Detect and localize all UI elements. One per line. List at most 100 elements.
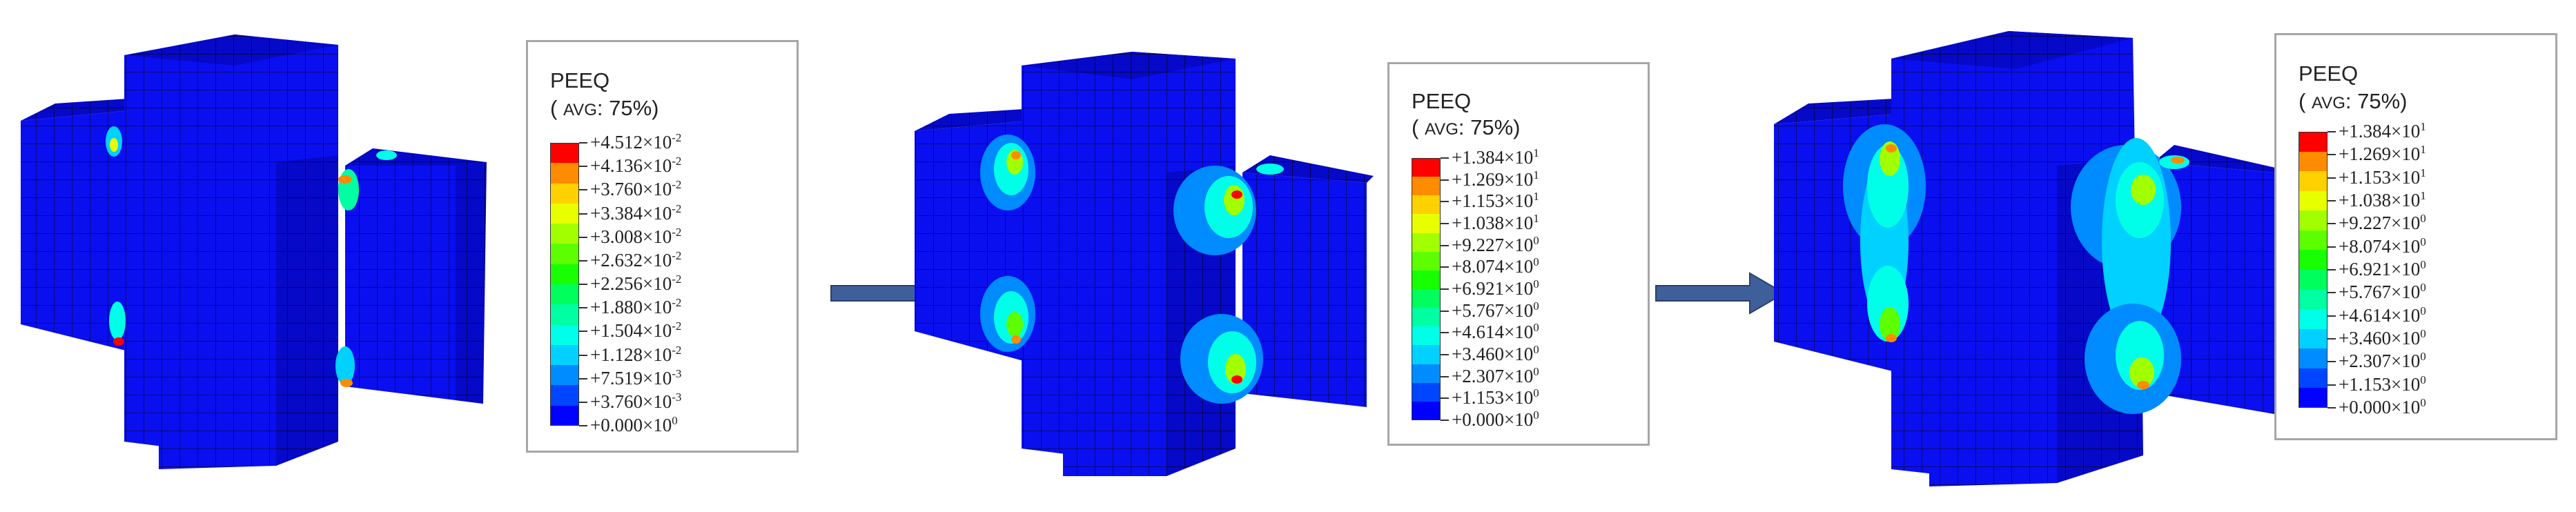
legend-swatch (1412, 270, 1441, 289)
legend-swatch (2299, 190, 2328, 211)
legend-swatch (550, 203, 579, 224)
legend-swatch (550, 304, 579, 325)
legend-scale: +4.512×10-2 +4.136×10-2 +3.760×10-2 +3.384×… (550, 132, 785, 435)
legend-tick-label: +2.307×100 (2339, 350, 2426, 372)
legend-tick-label: +1.153×101 (1452, 190, 1539, 212)
legend-tick-label: +6.921×100 (1452, 277, 1539, 299)
legend-swatch (550, 284, 579, 305)
legend-tick-mark (579, 213, 587, 215)
legend-tick-mark (579, 284, 587, 285)
legend-tick-mark (1441, 244, 1449, 246)
legend-tick-mark (579, 189, 587, 191)
legend-avg-label: ( AVG: 75%) (1412, 115, 1521, 139)
legend-swatch (2299, 289, 2328, 310)
legend-tick-label: +9.227×100 (1452, 233, 1539, 255)
legend-tick-mark (2328, 131, 2336, 132)
legend-stage-1: PEEQ ( AVG: 75%) +4.512×10-2 +4.136×10-2 +… (526, 40, 799, 453)
legend-tick-mark (1441, 157, 1449, 159)
legend-tick-mark (2328, 223, 2336, 225)
legend-swatch (1412, 289, 1441, 308)
legend-title: PEEQ (550, 68, 610, 92)
legend-swatch (1412, 382, 1441, 402)
legend-tick-label: +3.384×10-2 (590, 201, 682, 224)
legend-tick-label: +9.227×100 (2339, 212, 2426, 234)
legend-tick-label: +3.008×10-2 (590, 225, 682, 247)
legend-tick-label: +1.880×10-2 (590, 296, 682, 318)
arrow-right-icon (1653, 269, 1791, 317)
legend-swatch (2299, 132, 2328, 152)
legend-swatch (550, 143, 579, 164)
legend-tick-label: +3.760×10-3 (590, 390, 682, 412)
legend-tick-mark (579, 354, 587, 356)
legend-tick-mark (2328, 407, 2336, 408)
legend-swatch (550, 183, 579, 204)
legend-avg-label: ( AVG: 75%) (550, 96, 659, 120)
legend-tick-label: +3.460×100 (1452, 343, 1539, 364)
legend-swatch (1412, 214, 1441, 233)
legend-tick-label: +1.038×101 (2339, 189, 2426, 210)
legend-tick-mark (1441, 266, 1449, 268)
legend-tick-label: +4.614×100 (2339, 304, 2426, 326)
legend-swatch (550, 344, 579, 366)
legend-tick-label: +4.512×10-2 (590, 131, 682, 152)
legend-swatch (1412, 401, 1441, 420)
legend-tick-mark (2328, 269, 2336, 270)
legend-tick-label: +1.153×100 (1452, 386, 1539, 408)
legend-scale: +1.384×101 +1.269×101 +1.153×101 +1.038×101… (1412, 147, 1639, 430)
legend-tick-label: +4.136×10-2 (590, 155, 682, 177)
legend-swatch (1412, 251, 1441, 270)
legend-tick-mark (2328, 292, 2336, 294)
legend-tick-label: +1.128×10-2 (590, 343, 682, 365)
legend-tick-label: +0.000×100 (2339, 396, 2426, 417)
legend-tick-label: +0.000×100 (590, 414, 678, 435)
legend-swatch (1412, 364, 1441, 383)
legend-tick-label: +5.767×100 (2339, 281, 2426, 303)
legend-stage-2: PEEQ ( AVG: 75%) +1.384×101 +1.269×101 +1.… (1387, 62, 1650, 446)
legend-tick-mark (2328, 200, 2336, 201)
legend-tick-label: +1.153×100 (2339, 373, 2426, 395)
legend-tick-label: +7.519×10-3 (590, 366, 682, 388)
legend-swatch (550, 405, 579, 426)
legend-swatch (1412, 326, 1441, 346)
legend-tick-label: +3.460×100 (2339, 327, 2426, 348)
legend-swatch (2299, 348, 2328, 368)
legend-tick-mark (1441, 201, 1449, 203)
legend-tick-mark (2328, 361, 2336, 363)
legend-tick-mark (1441, 397, 1449, 400)
legend-swatch (2299, 328, 2328, 349)
legend-tick-mark (2328, 177, 2336, 179)
legend-tick-mark (1441, 288, 1449, 290)
fe-model-stage-3 (1760, 0, 2285, 512)
legend-tick-mark (1441, 354, 1449, 355)
legend-swatch (550, 163, 579, 184)
legend-swatch (1412, 177, 1441, 196)
legend-tick-mark (2328, 154, 2336, 156)
legend-tick-label: +3.760×10-2 (590, 178, 682, 200)
legend-swatch (2299, 368, 2328, 388)
legend-swatch (2299, 309, 2328, 329)
legend-tick-label: +8.074×100 (2339, 235, 2426, 257)
legend-swatch (1412, 195, 1441, 215)
legend-tick-label: +0.000×100 (1452, 408, 1539, 430)
legend-tick-label: +8.074×100 (1452, 255, 1539, 277)
legend-tick-label: +2.307×100 (1452, 364, 1539, 386)
legend-tick-label: +1.269×101 (1452, 168, 1539, 190)
legend-tick-mark (1441, 223, 1449, 224)
legend-tick-mark (1441, 420, 1449, 421)
fe-model-stage-2 (897, 0, 1380, 512)
legend-tick-label: +5.767×100 (1452, 299, 1539, 321)
legend-swatch (2299, 151, 2328, 172)
legend-tick-mark (2328, 246, 2336, 248)
legend-tick-mark (579, 401, 587, 403)
legend-tick-mark (579, 331, 587, 333)
legend-swatch (2299, 270, 2328, 290)
legend-scale: +1.384×101 +1.269×101 +1.153×101 +1.038×101… (2299, 121, 2540, 417)
legend-title: PEEQ (1412, 89, 1472, 113)
legend-tick-mark (2328, 315, 2336, 317)
legend-tick-label: +1.384×101 (2339, 120, 2426, 141)
legend-tick-mark (1441, 375, 1449, 377)
legend-tick-label: +1.038×101 (1452, 212, 1539, 233)
legend-tick-label: +6.921×100 (2339, 258, 2426, 279)
legend-swatch (2299, 230, 2328, 250)
legend-tick-label: +1.153×101 (2339, 166, 2426, 188)
